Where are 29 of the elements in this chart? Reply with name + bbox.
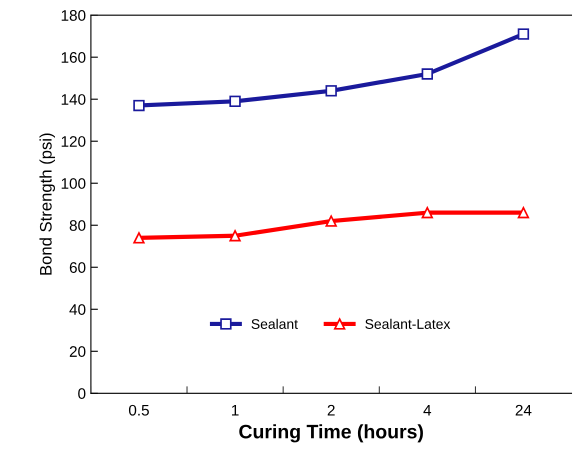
x-tick-label: 2 xyxy=(328,404,335,416)
y-tick-label: 80 xyxy=(70,220,86,231)
y-tick-label: 40 xyxy=(69,304,86,315)
y-axis-title: Bond Strength (psi) xyxy=(39,133,55,275)
y-tick-label: 140 xyxy=(62,94,86,105)
x-tick-label: 0.5 xyxy=(128,404,149,416)
point xyxy=(133,232,145,244)
point xyxy=(518,206,530,218)
y-tick-label: 160 xyxy=(62,52,86,63)
point xyxy=(325,215,337,227)
x-tick-label: 4 xyxy=(423,404,432,416)
point xyxy=(229,96,241,108)
y-tick-label: 0 xyxy=(78,388,86,399)
point xyxy=(422,68,433,80)
y-tick-label: 120 xyxy=(62,136,86,147)
x-tick-label: 1 xyxy=(232,404,239,416)
point xyxy=(229,230,241,242)
y-tick-label: 180 xyxy=(62,10,86,21)
y-tick-label: 100 xyxy=(62,178,86,189)
x-tick-label: 24 xyxy=(516,404,532,416)
point xyxy=(518,28,530,40)
y-tick-label: 20 xyxy=(70,346,86,357)
point xyxy=(133,100,145,112)
point xyxy=(325,85,337,96)
y-tick-label: 60 xyxy=(70,262,86,273)
point xyxy=(422,206,433,218)
x-axis-title: Curing Time (hours) xyxy=(239,424,423,442)
legend-label: Sealant-Latex xyxy=(365,318,450,329)
legend-label: Sealant xyxy=(252,318,298,329)
